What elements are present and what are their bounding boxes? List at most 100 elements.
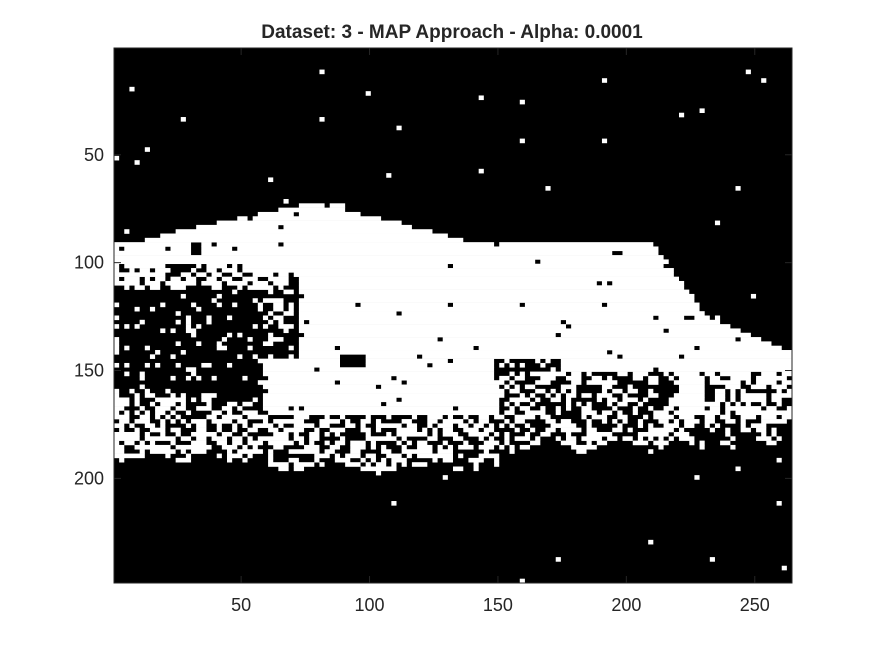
foreground-pixel-run: [139, 449, 145, 454]
foreground-pixel-run: [114, 345, 120, 351]
foreground-pixel-run: [396, 440, 402, 446]
foreground-pixel-run: [268, 375, 392, 381]
foreground-pixel-run: [360, 419, 371, 424]
foreground-pixel-run: [114, 444, 125, 450]
foreground-pixel-run: [257, 306, 263, 312]
foreground-pixel-run: [771, 384, 787, 390]
foreground-pixel-run: [114, 246, 120, 252]
foreground-pixel-run: [530, 393, 536, 398]
foreground-pixel-run: [458, 406, 500, 411]
foreground-pixel-run: [298, 345, 335, 351]
foreground-pixel-run: [386, 431, 392, 437]
foreground-pixel-run: [509, 423, 515, 428]
foreground-pixel-run: [206, 319, 212, 325]
foreground-pixel-run: [601, 138, 608, 144]
foreground-pixel-run: [124, 362, 130, 368]
foreground-pixel-run: [175, 444, 212, 450]
foreground-pixel-run: [314, 427, 320, 433]
foreground-pixel-run: [740, 397, 767, 403]
foreground-pixel-run: [165, 414, 171, 420]
foreground-pixel-run: [494, 431, 500, 437]
foreground-pixel-run: [283, 427, 305, 433]
foreground-pixel-run: [298, 298, 695, 303]
foreground-pixel-run: [386, 173, 392, 178]
foreground-pixel-run: [114, 393, 120, 398]
foreground-pixel-run: [499, 444, 505, 450]
foreground-pixel-run: [432, 427, 438, 433]
foreground-pixel-run: [714, 423, 721, 428]
foreground-pixel-run: [509, 388, 520, 394]
foreground-pixel-run: [278, 207, 346, 213]
foreground-pixel-run: [227, 362, 233, 368]
foreground-pixel-run: [601, 419, 608, 424]
foreground-pixel-run: [514, 384, 520, 390]
foreground-pixel-run: [360, 427, 371, 433]
foreground-pixel-run: [365, 436, 397, 441]
foreground-pixel-run: [545, 419, 556, 424]
foreground-pixel-run: [309, 440, 315, 446]
foreground-pixel-run: [720, 371, 751, 377]
foreground-pixel-run: [401, 444, 407, 450]
foreground-pixel-run: [180, 293, 186, 299]
foreground-pixel-run: [627, 388, 638, 394]
foreground-pixel-run: [216, 293, 222, 299]
foreground-pixel-run: [514, 436, 531, 441]
foreground-pixel-run: [345, 462, 361, 467]
foreground-pixel-run: [134, 419, 150, 424]
foreground-pixel-run: [740, 388, 746, 394]
foreground-pixel-run: [401, 436, 407, 441]
foreground-pixel-run: [144, 276, 150, 282]
foreground-pixel-run: [124, 285, 130, 290]
foreground-pixel-run: [149, 449, 176, 454]
foreground-pixel-run: [329, 203, 346, 208]
foreground-pixel-run: [709, 557, 715, 562]
foreground-pixel-run: [478, 419, 489, 424]
foreground-pixel-run: [170, 285, 186, 290]
foreground-pixel-run: [499, 423, 505, 428]
foreground-pixel-run: [735, 186, 741, 191]
foreground-pixel-run: [643, 414, 649, 420]
foreground-pixel-run: [334, 440, 346, 446]
foreground-pixel-run: [324, 414, 330, 420]
foreground-pixel-run: [288, 345, 294, 351]
foreground-pixel-run: [298, 324, 566, 329]
foreground-pixel-run: [504, 410, 515, 416]
foreground-pixel-run: [134, 393, 140, 398]
foreground-pixel-run: [180, 117, 186, 122]
foreground-pixel-run: [679, 436, 695, 441]
foreground-pixel-run: [144, 436, 176, 441]
foreground-pixel-run: [129, 388, 135, 394]
foreground-pixel-run: [237, 354, 243, 359]
foreground-pixel-run: [386, 401, 500, 407]
foreground-pixel-run: [124, 229, 130, 234]
y-tick-label: 100: [74, 253, 104, 273]
foreground-pixel-run: [432, 431, 438, 437]
foreground-pixel-run: [524, 384, 536, 390]
foreground-pixel-run: [211, 419, 233, 424]
foreground-pixel-run: [242, 410, 258, 416]
foreground-pixel-run: [776, 388, 782, 394]
foreground-pixel-run: [114, 272, 166, 277]
foreground-pixel-run: [149, 440, 156, 446]
foreground-pixel-run: [129, 268, 135, 273]
foreground-pixel-run: [114, 268, 120, 273]
foreground-pixel-run: [586, 371, 592, 377]
foreground-pixel-run: [540, 375, 556, 381]
foreground-pixel-run: [627, 427, 633, 433]
foreground-pixel-run: [180, 272, 192, 277]
foreground-pixel-run: [509, 406, 515, 411]
foreground-pixel-run: [170, 375, 176, 381]
foreground-pixel-run: [478, 414, 489, 420]
foreground-pixel-run: [114, 440, 120, 446]
foreground-pixel-run: [180, 436, 192, 441]
foreground-pixel-run: [283, 289, 294, 295]
foreground-pixel-run: [756, 375, 787, 381]
foreground-pixel-run: [699, 108, 705, 114]
foreground-pixel-run: [406, 423, 418, 428]
foreground-pixel-run: [144, 280, 161, 286]
foreground-pixel-run: [535, 388, 546, 394]
foreground-pixel-run: [237, 406, 243, 411]
foreground-pixel-run: [114, 397, 130, 403]
foreground-pixel-run: [566, 393, 577, 398]
foreground-pixel-run: [586, 423, 592, 428]
